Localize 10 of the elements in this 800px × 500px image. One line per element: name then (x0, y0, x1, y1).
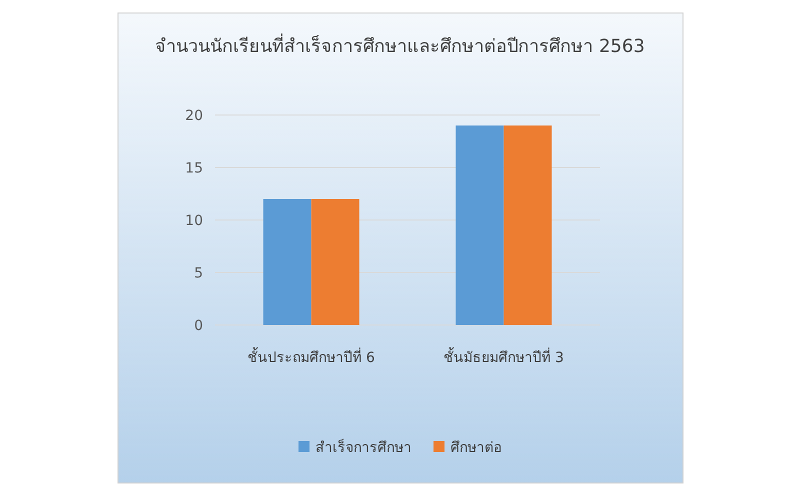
y-tick-label: 15 (185, 160, 203, 176)
legend-label: ศึกษาต่อ (450, 440, 502, 456)
chart-title: จำนวนนักเรียนที่สำเร็จการศึกษาและศึกษาต่อปีการศึกษา 2563 (155, 33, 645, 57)
y-tick-label: 10 (185, 213, 203, 229)
legend-label: สำเร็จการศึกษา (316, 438, 412, 456)
y-tick-label: 20 (185, 108, 203, 124)
x-tick-label: ชั้นมัธยมศึกษาปีที่ 3 (444, 347, 564, 366)
y-tick-label: 5 (194, 266, 203, 282)
x-tick-label: ชั้นประถมศึกษาปีที่ 6 (248, 347, 376, 366)
y-tick-label: 0 (194, 318, 203, 334)
